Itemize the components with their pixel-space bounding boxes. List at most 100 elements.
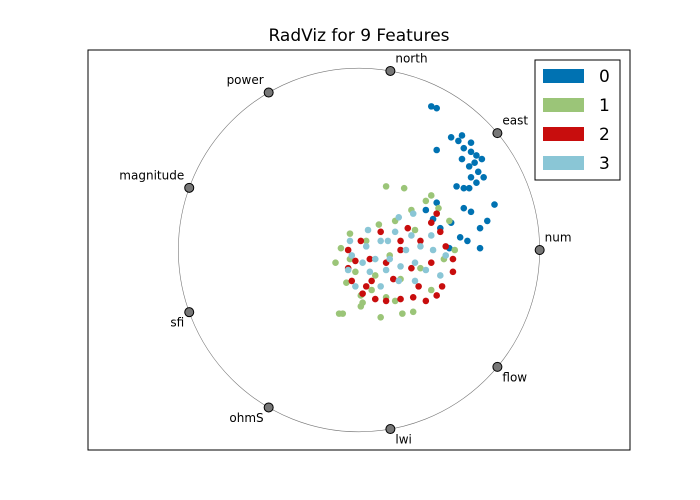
point (442, 252, 450, 259)
point (478, 155, 486, 163)
point (362, 243, 370, 250)
point (368, 286, 375, 294)
point (377, 313, 384, 321)
chart-title: RadViz for 9 Features (268, 26, 449, 46)
point (429, 246, 437, 254)
point (447, 133, 455, 141)
point (368, 277, 375, 285)
anchor (492, 128, 503, 139)
anchor-label: ohmS (229, 411, 263, 425)
anchor-label: power (227, 73, 264, 87)
point (467, 139, 475, 147)
point (390, 275, 397, 283)
plot-frame (87, 49, 631, 451)
point (467, 173, 475, 181)
point (422, 297, 430, 305)
legend-label: 2 (599, 125, 610, 145)
legend-label: 0 (599, 67, 610, 87)
point (352, 268, 359, 276)
point (460, 204, 468, 212)
point (359, 299, 366, 307)
point (408, 232, 415, 239)
point (433, 210, 440, 217)
point (348, 277, 356, 285)
point (346, 237, 354, 245)
point (433, 199, 440, 207)
point (409, 210, 417, 217)
anchor (385, 65, 396, 76)
point (371, 295, 379, 303)
point (352, 283, 359, 290)
point (446, 217, 453, 225)
point (382, 183, 390, 190)
anchor-label: magnitude (119, 168, 184, 182)
point (465, 184, 473, 192)
point (464, 237, 471, 245)
anchor-label: north (395, 51, 427, 65)
point (422, 206, 430, 214)
anchor-label: flow (502, 370, 527, 384)
point (411, 226, 419, 234)
point (366, 268, 374, 276)
point (339, 310, 347, 317)
legend-label: 3 (599, 154, 610, 174)
point (352, 257, 359, 265)
point (366, 255, 374, 263)
point (427, 192, 435, 199)
point (375, 221, 383, 228)
point (359, 259, 366, 267)
point (474, 168, 482, 176)
anchor (263, 402, 274, 413)
anchor (184, 182, 195, 193)
point (357, 237, 365, 245)
point (473, 179, 480, 187)
point (377, 228, 384, 236)
point (455, 137, 462, 145)
point (465, 163, 473, 170)
point (476, 224, 484, 232)
point (476, 244, 484, 252)
point (435, 204, 442, 212)
point (491, 201, 498, 208)
point (458, 155, 466, 163)
point (371, 272, 379, 279)
point (404, 224, 412, 232)
point (442, 243, 450, 250)
point (397, 263, 404, 270)
point (344, 246, 352, 254)
point (362, 237, 370, 245)
anchor (385, 424, 396, 435)
point (408, 264, 415, 272)
point (399, 310, 406, 317)
legend-swatch (543, 156, 584, 170)
point (377, 237, 384, 245)
legend-swatch (543, 127, 584, 141)
point (417, 264, 424, 272)
anchor (492, 361, 503, 372)
point (362, 283, 370, 290)
point (427, 232, 435, 239)
point (411, 277, 419, 285)
point (377, 283, 384, 290)
point (348, 252, 356, 259)
point (427, 259, 435, 267)
point (382, 266, 390, 274)
anchor-label: east (502, 114, 528, 128)
point (422, 266, 430, 274)
point (460, 144, 468, 152)
point (433, 292, 440, 299)
point (438, 283, 446, 290)
point (449, 255, 457, 263)
point (343, 279, 350, 287)
point (422, 197, 430, 205)
anchor-label: num (545, 231, 572, 245)
point (397, 295, 404, 303)
point (433, 104, 440, 112)
point (427, 286, 435, 294)
point (395, 277, 403, 285)
point (467, 148, 475, 156)
point (411, 259, 419, 267)
point (409, 293, 417, 301)
point (382, 297, 390, 305)
point (483, 217, 491, 225)
